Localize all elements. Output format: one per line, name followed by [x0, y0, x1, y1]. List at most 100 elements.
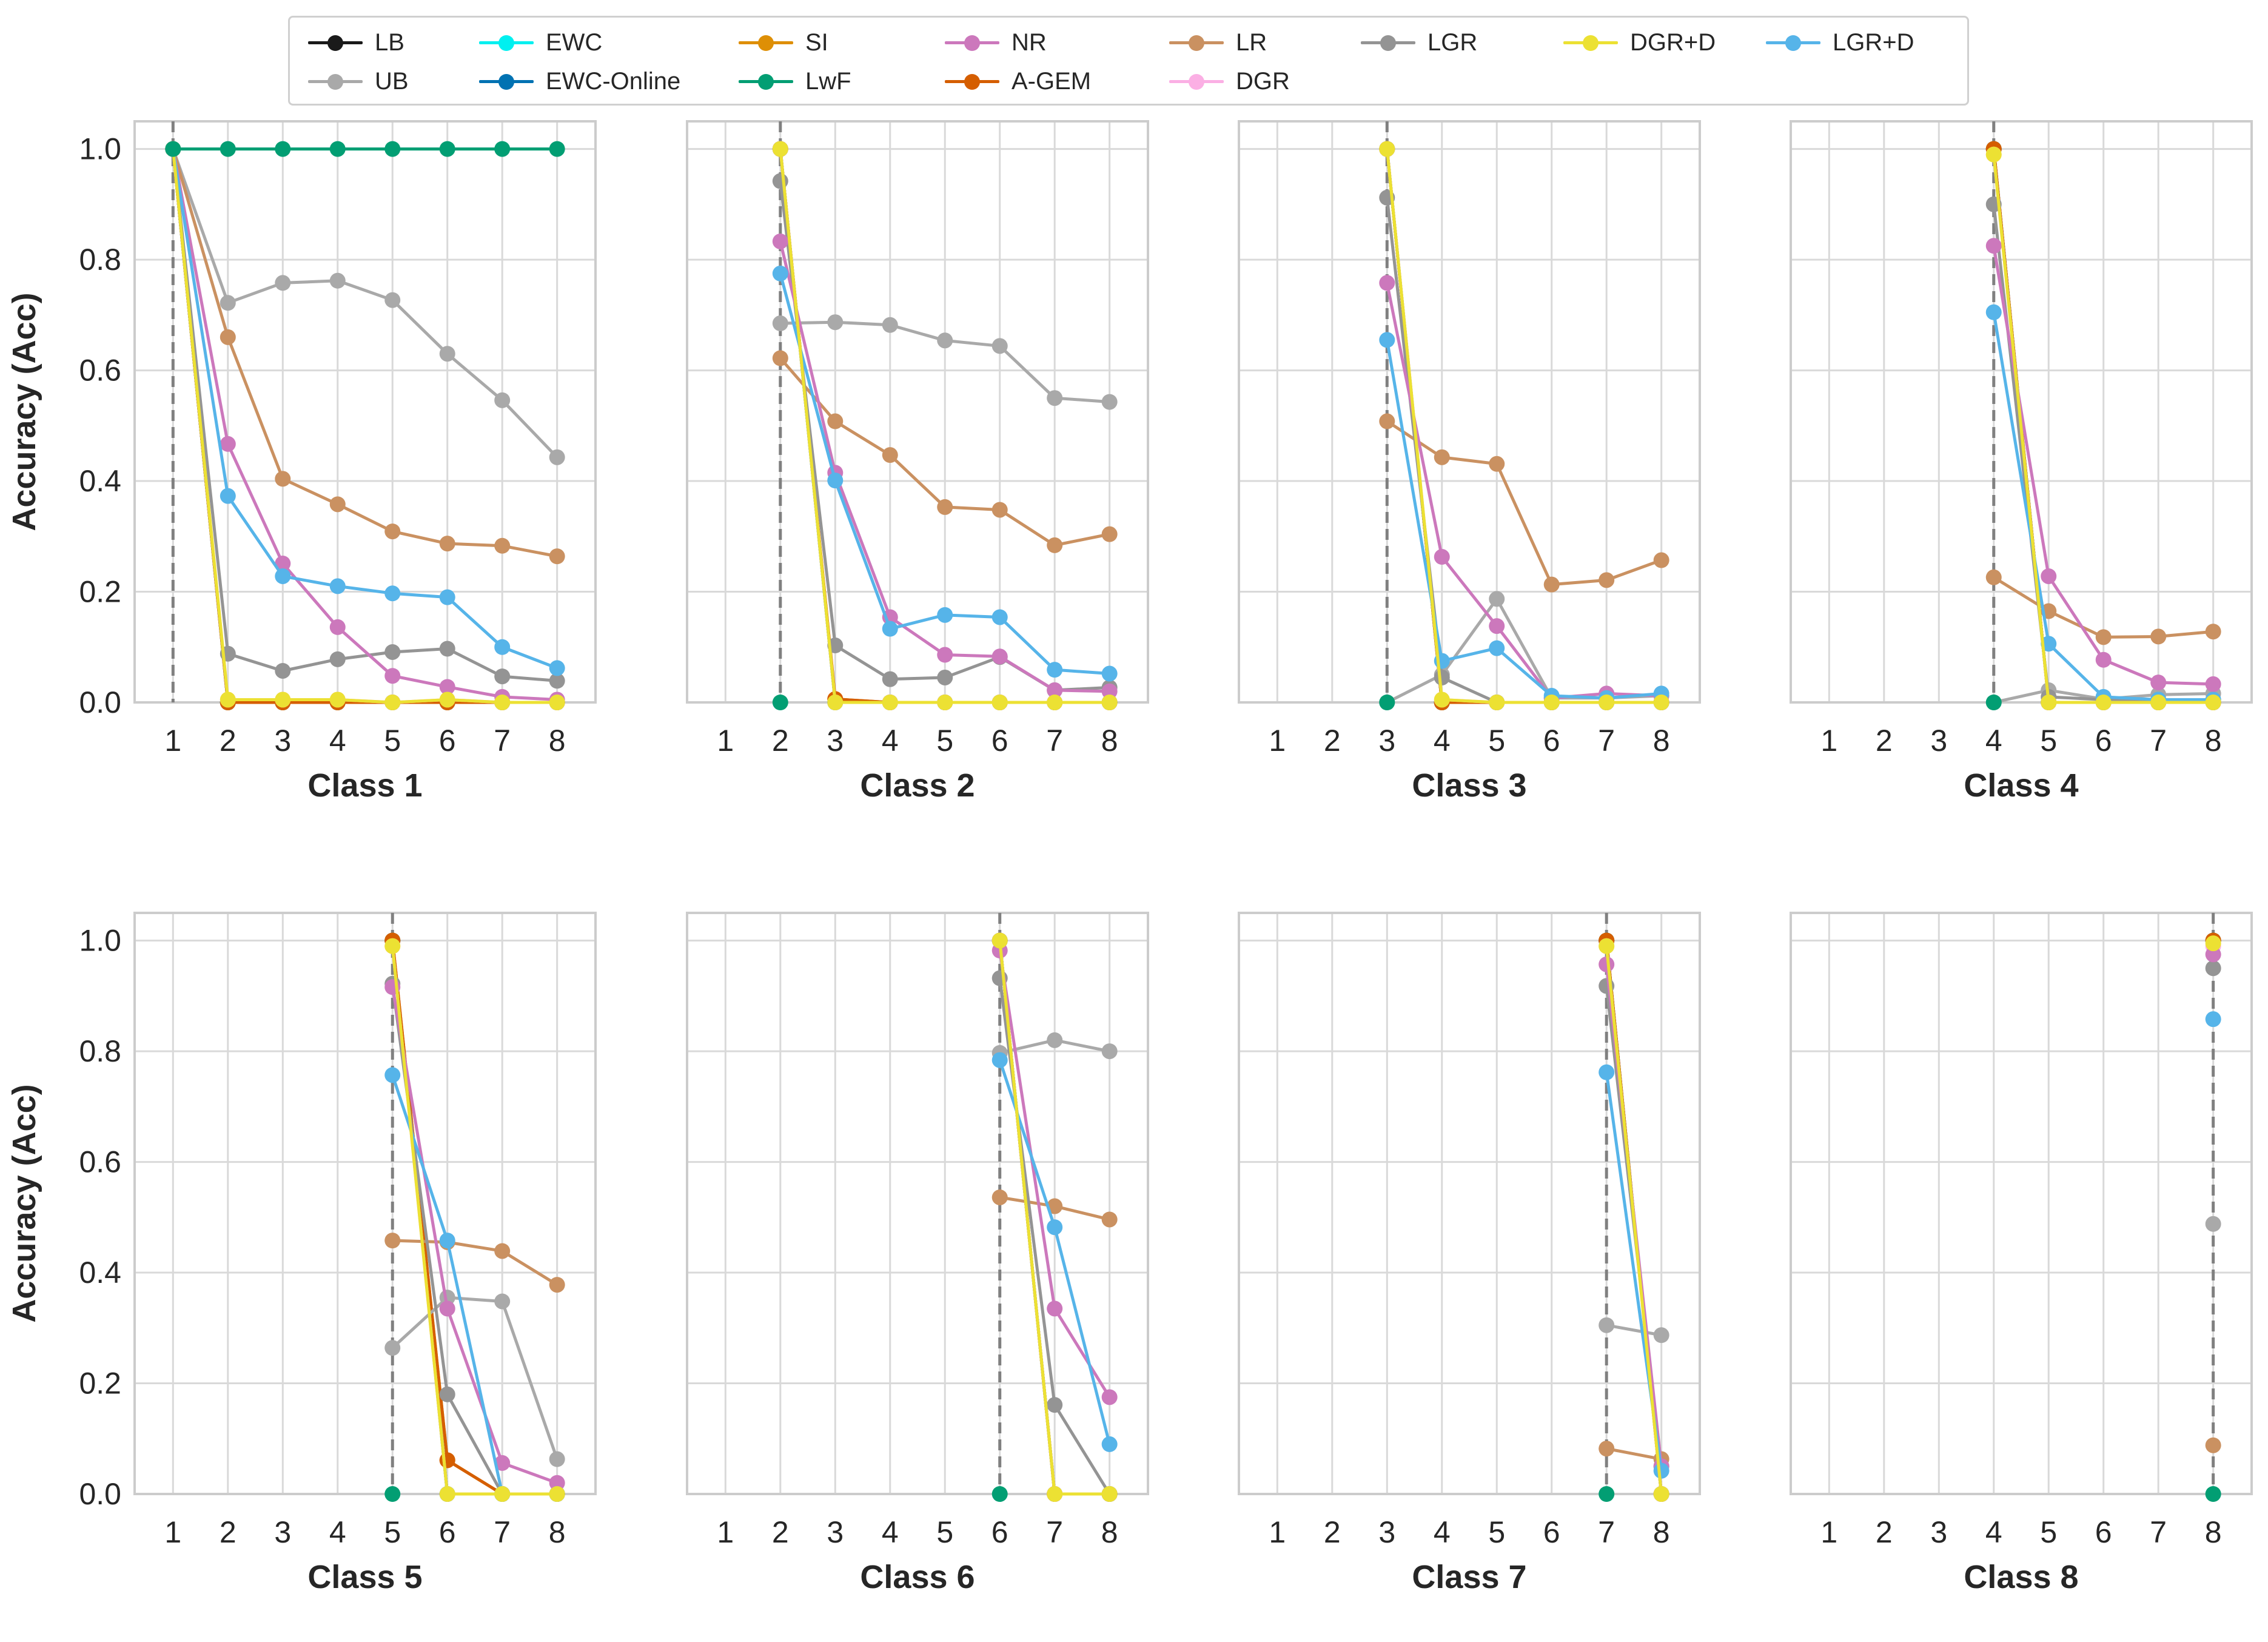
data-point-a-gem [439, 1452, 455, 1469]
series-ewc [384, 932, 565, 1502]
x-tick-label: 5 [2040, 1515, 2057, 1549]
x-tick-label: 7 [494, 724, 511, 758]
data-point-lr [549, 1277, 565, 1293]
x-tick-label: 2 [1324, 1515, 1341, 1549]
data-point-lr [991, 1189, 1008, 1205]
x-tick-label: 6 [1543, 1515, 1560, 1549]
data-point-dgr-d [2095, 695, 2112, 710]
x-tick-label: 5 [1488, 1515, 1505, 1549]
x-tick-label: 3 [274, 1515, 291, 1549]
x-tick-label: 1 [1269, 724, 1286, 758]
data-point-dgr-d [494, 1486, 511, 1502]
data-point-lgr-d [1985, 304, 2002, 320]
data-point-lr [2205, 1437, 2221, 1453]
data-point-lwf [772, 695, 788, 710]
x-tick-label: 6 [991, 724, 1008, 758]
x-tick-label: 7 [1046, 724, 1063, 758]
legend-item-lb: LB [302, 24, 404, 61]
data-point-lgr [1434, 669, 1450, 685]
x-tick-label: 1 [1820, 724, 1837, 758]
data-point-lgr-d [882, 621, 898, 637]
data-point-dgr-d [991, 695, 1008, 710]
x-tick-label: 3 [1930, 1515, 1947, 1549]
y-tick-label: 0.6 [79, 1145, 121, 1179]
data-point-lwf [384, 1486, 401, 1502]
axes-frame [133, 120, 597, 704]
series-lwf [991, 1486, 1008, 1502]
legend-item-ewc: EWC [473, 24, 602, 61]
data-point-lgr [772, 173, 788, 189]
data-point-nr [2095, 651, 2112, 668]
series-line-a-gem [1385, 149, 1662, 704]
data-point-lgr-d [1101, 665, 1118, 682]
series-line-a-gem [171, 149, 557, 704]
series-line-ewc [391, 940, 557, 1496]
series-lwf [1985, 695, 2002, 710]
data-point-nr [1599, 956, 1615, 972]
data-point-lwf [1985, 695, 2002, 710]
data-point-lgr-d [1047, 662, 1063, 678]
axes-frame [1790, 120, 2253, 704]
series-lr [991, 1189, 1118, 1228]
series-ub [1379, 591, 1669, 710]
series-line-ewc [1385, 149, 1662, 704]
data-point-nr [1985, 238, 2002, 254]
data-point-lr [937, 499, 953, 515]
data-point-ub [1599, 1317, 1615, 1333]
y-tick-label: 0.0 [79, 1477, 121, 1511]
data-point-lgr-d [937, 607, 953, 623]
data-point-ub [384, 292, 401, 308]
x-tick-label: 2 [1876, 724, 1893, 758]
subplot-7: 1 2 3 4 5 6 7 8 Class 7 [1238, 912, 1701, 1595]
x-tick-label: 3 [827, 1515, 844, 1549]
y-tick-label: 1.0 [79, 924, 121, 958]
series-lr [1379, 413, 1669, 593]
data-point-lgr-d [1047, 1219, 1063, 1236]
legend-label: EWC-Online [546, 67, 681, 95]
data-point-lr [1599, 572, 1615, 588]
data-point-lgr [275, 662, 291, 679]
x-tick-label: 6 [439, 724, 456, 758]
x-tick-label: 4 [1985, 724, 2002, 758]
y-tick-label: 0.2 [79, 1367, 121, 1401]
data-point-nr [494, 1455, 511, 1471]
data-point-lgr-d [220, 488, 236, 504]
legend-item-a-gem: A-GEM [939, 62, 1091, 100]
x-tick-label: 4 [1434, 1515, 1451, 1549]
data-point-lr [1653, 552, 1669, 568]
x-tick-label: 3 [1930, 724, 1947, 758]
subplot-3: 1 2 3 4 5 6 7 8 Class 3 [1238, 120, 1701, 804]
series-lwf [165, 141, 565, 157]
data-point-lgr-d [384, 585, 401, 602]
data-point-lgr-d [1599, 1064, 1615, 1080]
x-tick-label: 6 [991, 1515, 1008, 1549]
series-line-lb [391, 940, 557, 1496]
data-point-dgr-d [1653, 1486, 1669, 1502]
x-tick-label: 2 [1324, 724, 1341, 758]
legend-label: NR [1012, 29, 1047, 56]
data-point-nr [2150, 675, 2167, 691]
series-line-lb [171, 149, 557, 704]
data-point-dgr-d [1543, 695, 1560, 710]
legend-item-ub: UB [302, 62, 409, 100]
data-point-dgr-d [2041, 695, 2057, 710]
x-tick-label: 8 [2205, 724, 2222, 758]
legend-label: EWC [546, 29, 603, 56]
x-axis-label: Class 7 [1412, 1559, 1526, 1595]
data-point-lr [1047, 1198, 1063, 1214]
data-point-ub [991, 338, 1008, 354]
x-axis-label: Class 8 [1964, 1559, 2078, 1595]
legend-label: LwF [805, 67, 851, 95]
x-tick-label: 2 [772, 1515, 789, 1549]
series-dgr-d [384, 938, 565, 1502]
x-tick-label: 4 [1985, 1515, 2002, 1549]
x-tick-label: 1 [164, 1515, 181, 1549]
data-point-dgr-d [1434, 691, 1450, 708]
y-axis-label: Accuracy (Acc) [6, 292, 42, 531]
data-point-lgr-d [991, 609, 1008, 625]
data-point-ub [494, 1293, 511, 1310]
y-tick-label: 0.8 [79, 243, 121, 277]
series-lr [384, 1233, 565, 1293]
x-tick-label: 6 [2095, 1515, 2112, 1549]
x-axis-label: Class 3 [1412, 767, 1526, 804]
